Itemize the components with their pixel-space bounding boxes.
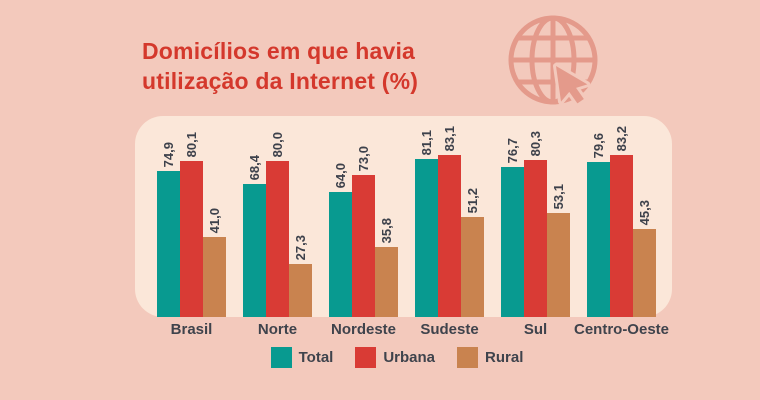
bar-value-label: 53,1 xyxy=(551,183,566,209)
bar-value-label: 35,8 xyxy=(379,217,394,243)
legend-item: Rural xyxy=(457,347,523,368)
legend-label: Urbana xyxy=(383,349,436,366)
bar-value-label: 27,3 xyxy=(293,234,308,260)
category-label: Centro-Oeste xyxy=(573,321,670,338)
legend-item: Total xyxy=(270,347,334,368)
bar-value-label: 83,2 xyxy=(614,125,629,151)
bar xyxy=(587,162,610,317)
legend-swatch xyxy=(355,347,377,368)
bar xyxy=(547,213,570,317)
bar-value-label: 68,4 xyxy=(247,154,262,180)
legend-swatch xyxy=(270,347,292,368)
bar xyxy=(329,192,352,317)
bar xyxy=(610,155,633,317)
bar-value-label: 83,1 xyxy=(442,125,457,151)
bar xyxy=(289,264,312,317)
bar xyxy=(203,237,226,317)
legend: Total Urbana Rural xyxy=(0,347,760,368)
bar xyxy=(266,161,289,317)
cursor-arrow-icon xyxy=(553,63,591,107)
bar xyxy=(243,184,266,317)
legend-label: Rural xyxy=(485,349,524,366)
category-label: Norte xyxy=(257,321,298,338)
legend-item: Urbana xyxy=(355,347,435,368)
bar-value-label: 45,3 xyxy=(637,199,652,225)
bar-value-label: 41,0 xyxy=(207,207,222,233)
bar xyxy=(157,171,180,317)
bar xyxy=(352,175,375,317)
category-label: Brasil xyxy=(170,321,213,338)
bar xyxy=(501,167,524,317)
globe-cursor-icon xyxy=(508,15,598,107)
page-title: Domicílios em que havia utilização da In… xyxy=(142,36,418,96)
bar xyxy=(375,247,398,317)
bar-value-label: 51,2 xyxy=(465,187,480,213)
category-label: Sudeste xyxy=(420,321,479,338)
legend-swatch xyxy=(457,347,479,368)
bar-value-label: 74,9 xyxy=(161,141,176,167)
bar xyxy=(633,229,656,317)
bar xyxy=(438,155,461,317)
bar xyxy=(461,217,484,317)
bar xyxy=(180,161,203,317)
bar-value-label: 64,0 xyxy=(333,162,348,188)
bar-value-label: 81,1 xyxy=(419,129,434,155)
bar xyxy=(415,159,438,317)
bar xyxy=(524,160,547,317)
bar-value-label: 73,0 xyxy=(356,145,371,171)
page-title-line1: Domicílios em que havia xyxy=(142,38,416,64)
legend-label: Total xyxy=(298,349,334,366)
category-label: Nordeste xyxy=(330,321,397,338)
category-label: Sul xyxy=(523,321,548,338)
page-title-line2: utilização da Internet (%) xyxy=(142,68,419,94)
chart-panel: 74,9 80,1 41,0 68,4 80,0 27,3 64,0 73,0 35,8 81,1… xyxy=(135,116,672,317)
